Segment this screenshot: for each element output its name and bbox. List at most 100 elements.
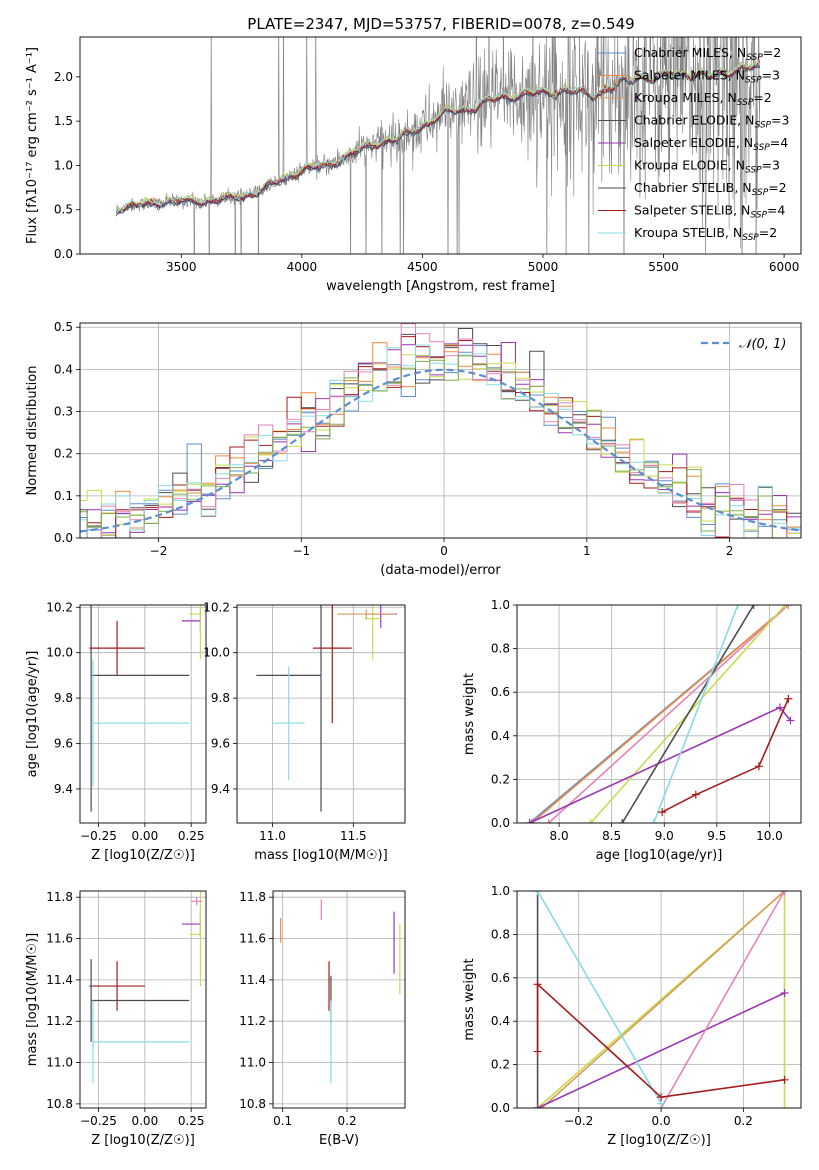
x-tick-label: 0.2 (734, 1114, 753, 1128)
y-tick-label: 1.0 (491, 884, 510, 898)
x-tick-label: −0.2 (564, 1114, 593, 1128)
x-axis-label: Z [log10(Z/Z☉)] (91, 1133, 195, 1148)
plot-area-residuals (80, 323, 801, 538)
plot-area-age_vs_mass (256, 605, 397, 812)
weight-line (537, 891, 786, 1108)
x-tick-label: 5000 (528, 260, 559, 274)
axes-frame (79, 36, 802, 255)
x-tick-label: 8.5 (602, 829, 621, 843)
weight-marker (533, 1104, 542, 1108)
weight-marker (733, 605, 742, 609)
y-tick-label: 0.5 (54, 320, 73, 334)
residual-histogram (80, 342, 801, 538)
x-tick-label: 4500 (407, 260, 438, 274)
plot-area-mass_vs_Z (89, 891, 203, 1084)
axes-frame (516, 890, 802, 1109)
y-tick-label: 11.8 (239, 890, 266, 904)
y-tick-label: 11.2 (46, 1014, 73, 1028)
y-tick-label: 0.2 (491, 772, 510, 786)
weight-line (536, 891, 662, 1105)
weight-line (660, 891, 786, 1108)
y-tick-label: 0.8 (491, 927, 510, 941)
x-tick-label: −1 (292, 544, 310, 558)
y-tick-label: 11.4 (239, 973, 266, 987)
y-axis-label: Normed distribution (25, 366, 40, 496)
x-tick-label: 0.0 (652, 1114, 671, 1128)
weight-line (548, 605, 789, 823)
axes-frame (236, 604, 406, 824)
y-tick-label: 10.2 (46, 600, 73, 614)
legend-label: Chabrier STELIB, NSSP=2 (634, 180, 787, 198)
x-tick-label: 6000 (769, 260, 800, 274)
weight-marker (544, 819, 553, 823)
y-tick-label: 0.5 (54, 203, 73, 217)
y-axis-label: age [log10(age/yr)] (25, 651, 40, 778)
x-tick-label: −0.25 (80, 829, 117, 843)
weight-line (621, 605, 755, 823)
x-axis-label: (data-model)/error (380, 563, 501, 578)
legend-label: Chabrier MILES, NSSP=2 (634, 45, 781, 63)
weight-marker (754, 762, 763, 771)
x-axis-label: age [log10(age/yr)] (596, 848, 723, 863)
weight-marker (780, 1104, 789, 1108)
y-tick-label: 1.5 (54, 114, 73, 128)
y-axis-label: mass weight (462, 958, 477, 1040)
residual-histogram (80, 355, 801, 538)
weight-marker (658, 808, 667, 817)
x-tick-label: 9.5 (707, 829, 726, 843)
model-spectrum-line (115, 61, 761, 214)
weight-marker (527, 819, 536, 823)
x-axis-label: Z [log10(Z/Z☉)] (607, 1133, 711, 1148)
x-tick-label: 4000 (287, 260, 318, 274)
y-tick-label: 10.8 (46, 1097, 73, 1111)
x-tick-label: 9.0 (655, 829, 674, 843)
x-tick-label: 10.0 (756, 829, 783, 843)
weight-line (652, 605, 739, 823)
x-tick-label: 0.1 (273, 1114, 292, 1128)
y-axis-label: mass weight (462, 673, 477, 755)
axes-frame (272, 890, 406, 1109)
residual-histogram (80, 344, 801, 536)
y-axis-label: Flux [fλ10⁻¹⁷ erg cm⁻² s⁻¹ A⁻¹] (25, 47, 40, 244)
weight-marker (533, 980, 542, 989)
weight-line (541, 891, 786, 1108)
panel-age_vs_mass: 11.0 11.5 9.4 9.6 9.8 10.0 10.2 mass [log10(M/M… (203, 600, 406, 863)
y-tick-label: 10.0 (203, 646, 230, 660)
weight-marker (780, 988, 789, 997)
plot-area-weight_vs_Z (533, 891, 789, 1108)
y-tick-label: 0.3 (54, 405, 73, 419)
legend-label: Kroupa ELODIE, NSSP=3 (634, 158, 780, 176)
panel-mass_vs_Z: −0.25 0.00 0.25 10.8 11.0 11.2 11.4 11.6 11.8 Z [… (25, 890, 207, 1148)
weight-marker (533, 1047, 542, 1056)
axes-frame (79, 322, 802, 539)
y-tick-label: 0.0 (491, 816, 510, 830)
x-tick-label: 5500 (648, 260, 679, 274)
plot-area-spectrum (115, 37, 761, 254)
y-tick-label: 9.8 (54, 691, 73, 705)
weight-line (536, 982, 785, 1099)
weight-marker (691, 790, 700, 799)
y-tick-label: 0.8 (491, 642, 510, 656)
y-tick-label: 11.6 (46, 932, 73, 946)
weight-marker (586, 819, 595, 823)
y-tick-label: 9.4 (211, 782, 230, 796)
y-tick-label: 10.2 (203, 600, 230, 614)
weight-line (537, 992, 785, 1108)
legend-label: Kroupa STELIB, NSSP=2 (634, 225, 777, 243)
panel-weight_vs_age: 8.0 8.5 9.0 9.5 10.0 0.0 0.2 0.4 0.6 0.8 1.0 age [l… (462, 598, 802, 863)
x-tick-label: −2 (150, 544, 168, 558)
spectrum-legend: Chabrier MILES, NSSP=2 Salpeter MILES, NS… (598, 45, 789, 243)
y-tick-label: 9.4 (54, 782, 73, 796)
panel-weight_vs_Z: −0.2 0.0 0.2 0.0 0.2 0.4 0.6 0.8 1.0 Z [log10(Z/Z… (462, 884, 802, 1148)
x-tick-label: 0.00 (131, 829, 158, 843)
x-tick-label: 11.5 (340, 829, 367, 843)
plot-area-mass_vs_ebv (280, 899, 401, 1084)
legend-label: Chabrier ELODIE, NSSP=3 (634, 113, 789, 131)
y-tick-label: 0.2 (491, 1058, 510, 1072)
weight-marker (781, 605, 790, 609)
legend-label: Salpeter MILES, NSSP=3 (634, 68, 780, 86)
weight-marker (784, 605, 793, 609)
y-tick-label: 1.0 (491, 598, 510, 612)
y-tick-label: 0.0 (54, 247, 73, 261)
